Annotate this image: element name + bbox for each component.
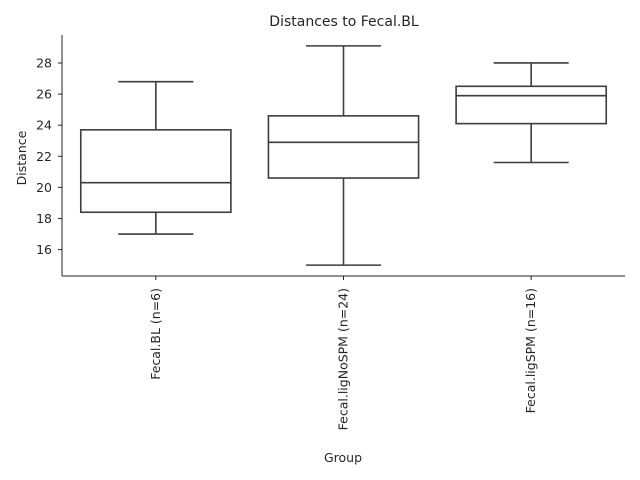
y-axis-title: Distance [14,130,29,185]
x-tick-label: Fecal.ligSPM (n=16) [523,288,538,413]
y-tick-label: 26 [36,87,52,102]
y-tick-label: 22 [36,149,52,164]
box-iqr [455,85,608,125]
y-tick-label: 24 [36,118,52,133]
x-axis-title: Group [324,450,362,465]
box-iqr [267,115,420,179]
box-iqr [79,129,232,214]
y-tick-label: 16 [36,242,52,257]
chart-title: Distances to Fecal.BL [269,14,419,30]
x-tick-label: Fecal.ligNoSPM (n=24) [336,288,351,430]
y-tick-label: 28 [36,55,52,70]
y-tick-label: 20 [36,180,52,195]
x-tick-label: Fecal.BL (n=6) [148,288,163,380]
y-tick-label: 18 [36,211,52,226]
plot-area: 16 18 20 22 24 26 28 Fecal.BL (n=6) Fecal.ligNoS… [36,45,608,430]
